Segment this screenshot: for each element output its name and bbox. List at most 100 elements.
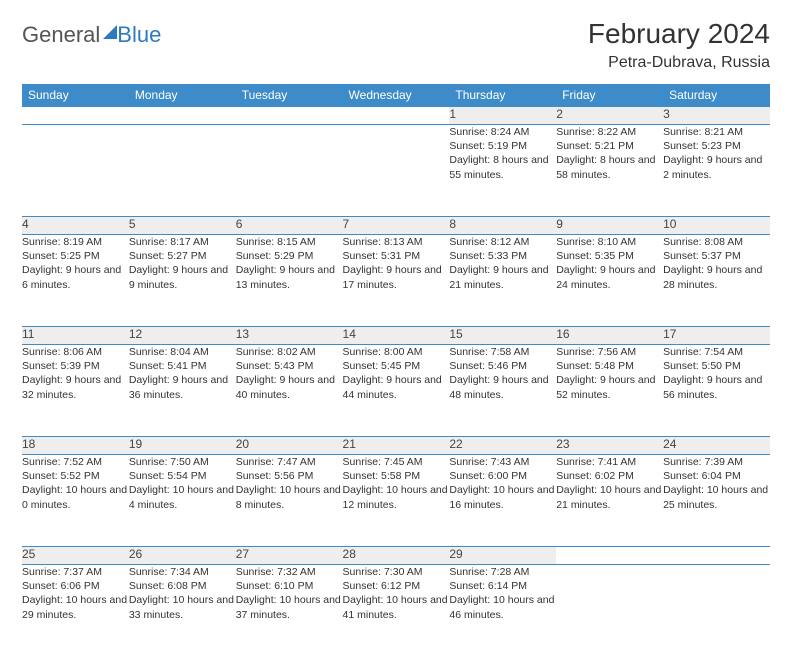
daylight-text: Daylight: 10 hours and 12 minutes. <box>343 483 450 511</box>
sunrise-text: Sunrise: 8:17 AM <box>129 235 236 249</box>
sunrise-text: Sunrise: 8:10 AM <box>556 235 663 249</box>
weekday-header: Tuesday <box>236 84 343 107</box>
sunrise-text: Sunrise: 7:30 AM <box>343 565 450 579</box>
sunset-text: Sunset: 6:00 PM <box>449 469 556 483</box>
daylight-text: Daylight: 10 hours and 41 minutes. <box>343 593 450 621</box>
week-daynum-row: 2526272829 <box>22 547 770 565</box>
day-detail-cell: Sunrise: 7:50 AMSunset: 5:54 PMDaylight:… <box>129 455 236 547</box>
brand-triangle-icon <box>103 25 117 39</box>
sunrise-text: Sunrise: 8:15 AM <box>236 235 343 249</box>
sunrise-text: Sunrise: 7:39 AM <box>663 455 770 469</box>
sunrise-text: Sunrise: 8:08 AM <box>663 235 770 249</box>
daylight-text: Daylight: 9 hours and 28 minutes. <box>663 263 770 291</box>
sunset-text: Sunset: 5:58 PM <box>343 469 450 483</box>
day-number-cell <box>129 107 236 125</box>
title-block: February 2024 Petra-Dubrava, Russia <box>588 18 770 72</box>
sunset-text: Sunset: 5:56 PM <box>236 469 343 483</box>
daylight-text: Daylight: 9 hours and 32 minutes. <box>22 373 129 401</box>
sunrise-text: Sunrise: 7:41 AM <box>556 455 663 469</box>
daylight-text: Daylight: 9 hours and 2 minutes. <box>663 153 770 181</box>
day-detail-cell: Sunrise: 7:56 AMSunset: 5:48 PMDaylight:… <box>556 345 663 437</box>
sunrise-text: Sunrise: 8:06 AM <box>22 345 129 359</box>
day-detail-cell: Sunrise: 7:32 AMSunset: 6:10 PMDaylight:… <box>236 565 343 657</box>
day-detail-cell: Sunrise: 8:17 AMSunset: 5:27 PMDaylight:… <box>129 235 236 327</box>
day-number-cell: 3 <box>663 107 770 125</box>
week-detail-row: Sunrise: 8:19 AMSunset: 5:25 PMDaylight:… <box>22 235 770 327</box>
sunset-text: Sunset: 6:08 PM <box>129 579 236 593</box>
sunrise-text: Sunrise: 7:34 AM <box>129 565 236 579</box>
sunset-text: Sunset: 5:33 PM <box>449 249 556 263</box>
weekday-header: Sunday <box>22 84 129 107</box>
day-number-cell: 1 <box>449 107 556 125</box>
day-number-cell: 21 <box>343 437 450 455</box>
daylight-text: Daylight: 9 hours and 48 minutes. <box>449 373 556 401</box>
daylight-text: Daylight: 10 hours and 0 minutes. <box>22 483 129 511</box>
day-number-cell: 4 <box>22 217 129 235</box>
day-number-cell: 22 <box>449 437 556 455</box>
sunrise-text: Sunrise: 7:37 AM <box>22 565 129 579</box>
sunrise-text: Sunrise: 8:21 AM <box>663 125 770 139</box>
day-detail-cell: Sunrise: 8:04 AMSunset: 5:41 PMDaylight:… <box>129 345 236 437</box>
day-number-cell: 15 <box>449 327 556 345</box>
sunset-text: Sunset: 5:21 PM <box>556 139 663 153</box>
day-detail-cell: Sunrise: 7:39 AMSunset: 6:04 PMDaylight:… <box>663 455 770 547</box>
month-title: February 2024 <box>588 18 770 50</box>
daylight-text: Daylight: 9 hours and 9 minutes. <box>129 263 236 291</box>
header: General Blue February 2024 Petra-Dubrava… <box>22 18 770 72</box>
sunrise-text: Sunrise: 8:04 AM <box>129 345 236 359</box>
daylight-text: Daylight: 10 hours and 8 minutes. <box>236 483 343 511</box>
day-number-cell <box>22 107 129 125</box>
sunrise-text: Sunrise: 7:28 AM <box>449 565 556 579</box>
daylight-text: Daylight: 9 hours and 40 minutes. <box>236 373 343 401</box>
sunset-text: Sunset: 5:29 PM <box>236 249 343 263</box>
sunrise-text: Sunrise: 7:45 AM <box>343 455 450 469</box>
day-detail-cell: Sunrise: 8:22 AMSunset: 5:21 PMDaylight:… <box>556 125 663 217</box>
day-detail-cell: Sunrise: 7:41 AMSunset: 6:02 PMDaylight:… <box>556 455 663 547</box>
day-detail-cell: Sunrise: 8:12 AMSunset: 5:33 PMDaylight:… <box>449 235 556 327</box>
sunset-text: Sunset: 5:52 PM <box>22 469 129 483</box>
calendar-table: Sunday Monday Tuesday Wednesday Thursday… <box>22 84 770 657</box>
day-detail-cell: Sunrise: 7:43 AMSunset: 6:00 PMDaylight:… <box>449 455 556 547</box>
day-detail-cell: Sunrise: 8:24 AMSunset: 5:19 PMDaylight:… <box>449 125 556 217</box>
sunrise-text: Sunrise: 8:12 AM <box>449 235 556 249</box>
daylight-text: Daylight: 10 hours and 33 minutes. <box>129 593 236 621</box>
day-number-cell: 13 <box>236 327 343 345</box>
sunrise-text: Sunrise: 8:22 AM <box>556 125 663 139</box>
daylight-text: Daylight: 10 hours and 16 minutes. <box>449 483 556 511</box>
day-detail-cell: Sunrise: 7:34 AMSunset: 6:08 PMDaylight:… <box>129 565 236 657</box>
day-detail-cell: Sunrise: 8:15 AMSunset: 5:29 PMDaylight:… <box>236 235 343 327</box>
sunset-text: Sunset: 5:54 PM <box>129 469 236 483</box>
day-number-cell: 18 <box>22 437 129 455</box>
day-number-cell: 10 <box>663 217 770 235</box>
daylight-text: Daylight: 10 hours and 21 minutes. <box>556 483 663 511</box>
daylight-text: Daylight: 9 hours and 24 minutes. <box>556 263 663 291</box>
day-number-cell: 17 <box>663 327 770 345</box>
day-number-cell: 8 <box>449 217 556 235</box>
day-detail-cell: Sunrise: 7:58 AMSunset: 5:46 PMDaylight:… <box>449 345 556 437</box>
sunset-text: Sunset: 5:50 PM <box>663 359 770 373</box>
day-number-cell: 24 <box>663 437 770 455</box>
sunrise-text: Sunrise: 7:32 AM <box>236 565 343 579</box>
week-detail-row: Sunrise: 7:37 AMSunset: 6:06 PMDaylight:… <box>22 565 770 657</box>
day-number-cell <box>236 107 343 125</box>
sunset-text: Sunset: 5:19 PM <box>449 139 556 153</box>
sunset-text: Sunset: 5:37 PM <box>663 249 770 263</box>
daylight-text: Daylight: 9 hours and 17 minutes. <box>343 263 450 291</box>
weekday-header: Saturday <box>663 84 770 107</box>
day-detail-cell: Sunrise: 8:10 AMSunset: 5:35 PMDaylight:… <box>556 235 663 327</box>
sunrise-text: Sunrise: 7:50 AM <box>129 455 236 469</box>
sunset-text: Sunset: 5:25 PM <box>22 249 129 263</box>
sunrise-text: Sunrise: 8:19 AM <box>22 235 129 249</box>
day-detail-cell: Sunrise: 8:13 AMSunset: 5:31 PMDaylight:… <box>343 235 450 327</box>
sunrise-text: Sunrise: 8:02 AM <box>236 345 343 359</box>
daylight-text: Daylight: 9 hours and 21 minutes. <box>449 263 556 291</box>
day-number-cell: 29 <box>449 547 556 565</box>
day-number-cell <box>663 547 770 565</box>
weekday-header: Thursday <box>449 84 556 107</box>
sunrise-text: Sunrise: 7:56 AM <box>556 345 663 359</box>
day-number-cell: 6 <box>236 217 343 235</box>
week-daynum-row: 11121314151617 <box>22 327 770 345</box>
weekday-header-row: Sunday Monday Tuesday Wednesday Thursday… <box>22 84 770 107</box>
day-detail-cell: Sunrise: 8:08 AMSunset: 5:37 PMDaylight:… <box>663 235 770 327</box>
week-detail-row: Sunrise: 7:52 AMSunset: 5:52 PMDaylight:… <box>22 455 770 547</box>
